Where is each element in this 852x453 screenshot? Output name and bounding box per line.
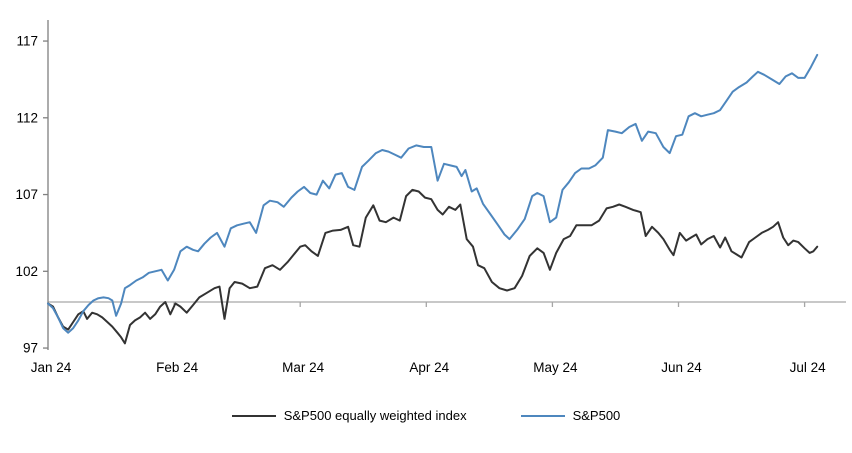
series-line-sp500 xyxy=(47,53,819,334)
x-tick-label: Feb 24 xyxy=(156,360,199,375)
series-line-equal-weight xyxy=(47,188,819,345)
line-chart-canvas: 97 102 107 112 117 Jan 24 Feb 24 Mar 24 Apr 24 Ma… xyxy=(15,20,846,375)
y-tick-label: 107 xyxy=(15,187,38,202)
x-tick-label: May 24 xyxy=(533,360,578,375)
x-tick-label: Apr 24 xyxy=(409,360,449,375)
y-tick-label: 97 xyxy=(23,341,38,356)
x-tick-label: Jan 24 xyxy=(31,360,72,375)
equal-weight-line-swatch xyxy=(231,414,276,417)
legend-label-equal-weight: S&P500 equally weighted index xyxy=(283,408,467,423)
y-tick-label: 102 xyxy=(15,264,38,279)
chart-legend: S&P500 equally weighted index S&P500 xyxy=(0,408,852,423)
legend-item-sp500: S&P500 xyxy=(520,408,621,423)
y-tick-label: 112 xyxy=(16,110,38,125)
y-tick-label: 117 xyxy=(16,34,38,49)
sp500-line-swatch xyxy=(520,414,565,417)
x-tick-label: Mar 24 xyxy=(282,360,325,375)
x-tick-label: Jul 24 xyxy=(790,360,827,375)
legend-label-sp500: S&P500 xyxy=(572,408,621,423)
legend-item-equal-weight: S&P500 equally weighted index xyxy=(231,408,467,423)
x-tick-label: Jun 24 xyxy=(661,360,702,375)
